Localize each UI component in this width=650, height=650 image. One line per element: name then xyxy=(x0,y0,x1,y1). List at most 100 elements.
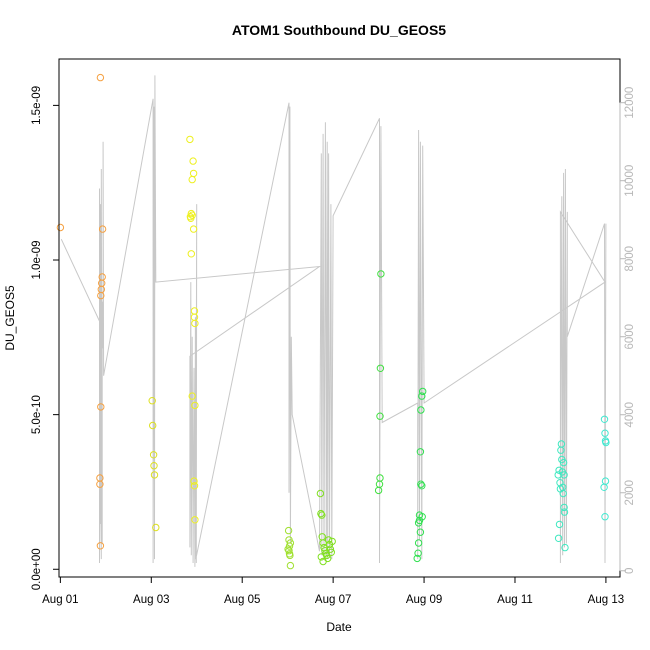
x-tick-label: Aug 13 xyxy=(588,594,624,606)
data-point xyxy=(56,223,65,232)
y-tick-label-right: 6000 xyxy=(624,324,636,350)
data-point xyxy=(374,486,383,495)
data-point xyxy=(602,438,610,447)
y-axis-left: 0.0e+00 5.0e-10 1.0e-09 1.5e-09 xyxy=(31,86,60,590)
y-tick-label-right: 0 xyxy=(624,568,636,574)
data-point xyxy=(186,135,194,144)
data-point xyxy=(98,273,106,281)
data-point xyxy=(189,157,197,165)
data-point xyxy=(601,429,609,437)
data-point xyxy=(191,319,199,328)
data-point xyxy=(188,392,196,400)
x-tick-label: Aug 11 xyxy=(497,594,533,606)
data-point xyxy=(150,462,158,470)
x-axis-label: Date xyxy=(326,620,352,634)
data-point xyxy=(418,482,426,490)
data-point xyxy=(376,412,384,420)
x-axis: Aug 01 Aug 03 Aug 05 Aug 07 Aug 09 Aug 11 Aug … xyxy=(42,576,624,606)
data-point xyxy=(148,397,156,405)
data-point xyxy=(555,520,564,529)
x-tick-label: Aug 01 xyxy=(42,594,78,606)
data-point xyxy=(188,175,196,184)
data-point xyxy=(326,545,335,553)
data-point xyxy=(191,516,199,524)
data-point xyxy=(189,169,198,178)
y-tick-label-left: 1.0e-09 xyxy=(31,241,43,280)
data-point xyxy=(187,250,196,258)
y-tick-label-right: 2000 xyxy=(624,480,636,506)
data-point xyxy=(554,534,563,542)
data-point xyxy=(97,403,105,411)
data-point xyxy=(557,440,566,448)
x-tick-label: Aug 07 xyxy=(315,594,351,606)
data-point xyxy=(416,528,425,536)
data-point xyxy=(96,542,105,550)
y-tick-label-right: 8000 xyxy=(624,246,636,272)
data-point xyxy=(328,537,336,546)
y-tick-label-left: 1.5e-09 xyxy=(31,86,43,125)
data-point xyxy=(286,539,295,547)
data-point xyxy=(414,549,422,557)
data-point xyxy=(286,561,295,570)
data-point xyxy=(152,523,160,532)
data-point xyxy=(417,480,425,488)
x-tick-label: Aug 03 xyxy=(133,594,169,606)
data-point xyxy=(324,536,333,544)
data-point xyxy=(191,401,199,410)
data-point xyxy=(561,543,569,552)
data-point xyxy=(327,548,335,556)
data-point xyxy=(413,554,421,563)
data-point xyxy=(560,471,568,479)
data-point xyxy=(96,480,104,488)
data-point xyxy=(601,477,610,485)
data-point xyxy=(600,483,608,491)
altitude-line xyxy=(60,75,607,567)
y-axis-right: 0 2000 4000 6000 8000 10000 12000 xyxy=(619,87,636,574)
data-point xyxy=(149,451,158,459)
altitude-line-layer xyxy=(60,75,607,567)
data-point xyxy=(419,387,427,396)
data-point xyxy=(559,489,567,498)
data-point xyxy=(417,406,425,414)
data-point xyxy=(560,503,568,512)
data-point xyxy=(317,553,325,561)
data-points-layer xyxy=(56,73,610,570)
data-point xyxy=(418,513,426,521)
y-tick-label-right: 4000 xyxy=(624,402,636,428)
data-point xyxy=(418,392,426,400)
data-point xyxy=(187,209,196,218)
data-point xyxy=(149,421,157,430)
y-tick-label-right: 10000 xyxy=(624,165,636,197)
data-point xyxy=(284,526,293,535)
y-tick-label-left: 0.0e+00 xyxy=(31,548,43,590)
chart-title: ATOM1 Southbound DU_GEOS5 xyxy=(232,22,446,38)
y-axis-label: DU_GEOS5 xyxy=(3,285,17,351)
data-point xyxy=(96,73,105,82)
data-point xyxy=(285,547,293,555)
data-point xyxy=(376,364,385,372)
data-point xyxy=(188,211,196,219)
data-point xyxy=(416,448,425,456)
y-tick-label-left: 5.0e-10 xyxy=(31,395,43,434)
data-point xyxy=(377,270,385,278)
data-point xyxy=(284,545,292,553)
data-point xyxy=(560,508,569,516)
data-point xyxy=(150,471,159,479)
data-point xyxy=(317,509,325,518)
x-tick-label: Aug 09 xyxy=(406,594,442,606)
data-point xyxy=(600,415,609,423)
data-point xyxy=(316,489,325,498)
y-tick-label-right: 12000 xyxy=(624,87,636,119)
data-point xyxy=(376,474,384,482)
data-point xyxy=(559,458,568,467)
data-point xyxy=(319,557,327,566)
data-point xyxy=(601,513,609,521)
data-point xyxy=(190,477,198,485)
data-point xyxy=(414,539,423,547)
data-point xyxy=(318,511,326,519)
data-point xyxy=(190,482,199,490)
x-tick-label: Aug 05 xyxy=(224,594,260,606)
data-point xyxy=(189,225,198,233)
